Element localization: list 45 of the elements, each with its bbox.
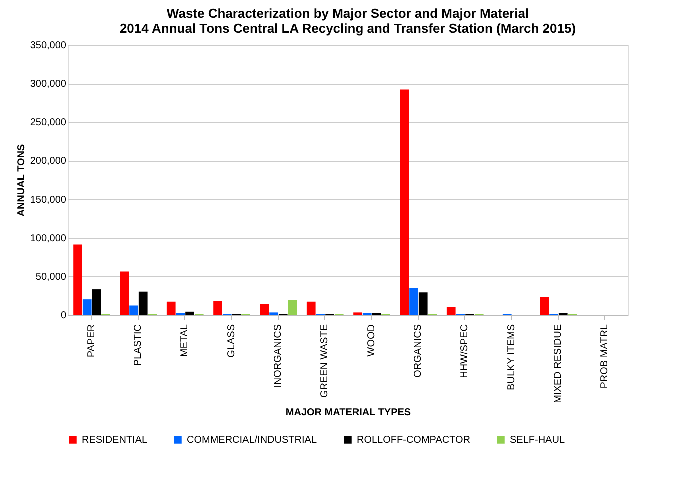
y-tick-label: 200,000	[30, 156, 67, 168]
bar	[186, 312, 194, 315]
x-tick-label: PAPER	[86, 324, 98, 358]
x-tick-label: METAL	[180, 324, 191, 358]
bar	[120, 272, 130, 315]
y-axis-title: ANNUAL TONS	[16, 144, 28, 217]
x-tick-label: WOOD	[366, 324, 378, 357]
x-tick-label: HHW/SPEC	[460, 324, 471, 378]
legend-label: ROLLOFF-COMPACTOR	[357, 435, 471, 446]
y-tick-label: 150,000	[30, 194, 67, 206]
bar	[82, 300, 92, 315]
bar	[288, 300, 298, 315]
bar	[446, 307, 456, 315]
bar	[410, 288, 418, 315]
y-tick-label: 350,000	[30, 40, 67, 52]
bar	[74, 244, 82, 315]
bar	[166, 302, 176, 315]
x-tick-label: PROB MATRL	[600, 324, 611, 389]
x-axis-title: MAJOR MATERIAL TYPES	[286, 407, 412, 418]
x-tick-label: MIXED RESIDUE	[553, 324, 564, 404]
legend-label: RESIDENTIAL	[82, 435, 148, 446]
x-tick-label: GLASS	[226, 324, 238, 358]
bar	[260, 304, 270, 315]
x-tick-label: ORGANICS	[413, 324, 424, 378]
text: Waste Characterization by Major Sector and Major Material	[166, 6, 530, 21]
x-tick-label: PLASTIC	[133, 324, 144, 366]
bar	[214, 301, 222, 315]
legend-label: SELF-HAUL	[510, 435, 566, 446]
x-tick-label: BULKY ITEMS	[506, 324, 518, 390]
bar	[400, 90, 410, 315]
legend-label: COMMERCIAL/INDUSTRIAL	[187, 435, 318, 446]
bar	[306, 302, 316, 315]
y-tick-label: 50,000	[36, 272, 67, 283]
x-tick-label: GREEN WASTE	[320, 324, 331, 398]
y-tick-label: 100,000	[30, 233, 67, 244]
bar	[418, 292, 428, 315]
y-tick-label: 300,000	[30, 79, 67, 90]
x-tick-label: INORGANICS	[273, 324, 284, 388]
bar	[138, 292, 148, 315]
bar	[130, 306, 138, 315]
bar	[92, 290, 102, 315]
y-tick-label: 250,000	[30, 118, 67, 129]
y-tick-label: 0	[60, 310, 67, 322]
bar	[540, 297, 550, 315]
text: 2014 Annual Tons Central LA Recycling and Transfer Station (March 2015)	[120, 21, 576, 36]
